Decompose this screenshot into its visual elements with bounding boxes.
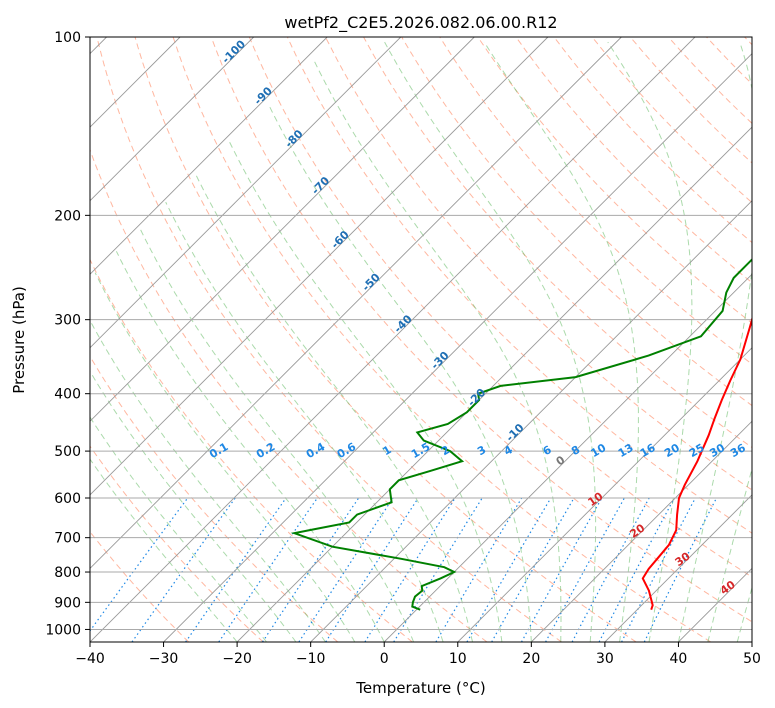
moist-adiabat-line xyxy=(139,227,415,642)
x-tick-label: 20 xyxy=(522,651,540,667)
profile-lines xyxy=(290,258,752,611)
mixing-ratio-line xyxy=(218,497,318,642)
moist-adiabat-line xyxy=(607,41,693,642)
isotherm-line xyxy=(90,37,328,275)
x-tick-label: −20 xyxy=(222,651,252,667)
mixing-ratio-line xyxy=(491,497,575,642)
moist-adiabat-line xyxy=(165,201,444,642)
isotherm-line xyxy=(90,37,402,349)
pressure-gridlines xyxy=(90,37,752,630)
mixing-ratio-line xyxy=(131,497,236,642)
dewpoint-profile-line xyxy=(290,258,752,611)
dry-adiabat-line xyxy=(210,37,752,623)
isotherm-line xyxy=(90,37,696,642)
isotherm-line xyxy=(90,37,255,202)
y-tick-label: 400 xyxy=(54,387,81,403)
isotherm-line xyxy=(236,126,752,642)
y-tick-label: 200 xyxy=(54,208,81,224)
isotherm-line xyxy=(457,347,752,642)
mixing-ratio-line xyxy=(364,497,456,642)
dry-adiabat-line xyxy=(629,37,752,164)
y-tick-label: 1000 xyxy=(45,622,81,638)
plot-frame xyxy=(89,36,753,643)
y-tick-label: 800 xyxy=(54,565,81,581)
x-axis-ticks: −40 −30 −20 −10 0 10 20 30 40 50 xyxy=(75,642,761,667)
y-tick-label: 900 xyxy=(54,595,81,611)
isotherms xyxy=(90,37,752,642)
mixing-ratio-line xyxy=(90,497,189,632)
y-tick-label: 600 xyxy=(54,491,81,507)
y-tick-label: 700 xyxy=(54,531,81,547)
x-tick-label: −10 xyxy=(296,651,326,667)
moist-adiabat-line xyxy=(194,173,473,642)
isotherm-line xyxy=(90,37,622,570)
moist-adiabat-line xyxy=(94,272,356,642)
x-tick-label: −40 xyxy=(75,651,105,667)
y-axis-title: Pressure (hPa) xyxy=(10,286,28,394)
mixing-ratio-line xyxy=(466,497,552,642)
y-tick-label: 500 xyxy=(54,444,81,460)
dry-adiabat-line xyxy=(325,37,752,491)
y-tick-label: 300 xyxy=(54,313,81,329)
chart-title: wetPf2_C2E5.2026.082.06.00.R12 xyxy=(284,13,557,33)
dry-adiabat-line xyxy=(363,37,752,449)
mixing-ratio-line xyxy=(261,497,360,642)
x-tick-label: 0 xyxy=(380,651,389,667)
dry-adiabat-line xyxy=(134,37,637,642)
isotherm-line xyxy=(310,200,752,642)
moist-adiabat-line xyxy=(314,61,562,642)
temperature-profile-line xyxy=(641,316,752,611)
moist-adiabat-line xyxy=(90,416,267,642)
x-tick-label: 10 xyxy=(449,651,467,667)
isotherm-line xyxy=(90,37,549,496)
dry-adiabat-line xyxy=(90,258,413,642)
dry-adiabat-line xyxy=(90,445,264,642)
mixing-ratio-line xyxy=(393,497,483,642)
dry-adiabat-line xyxy=(401,37,752,407)
mixing-ratio-line xyxy=(325,497,419,642)
moist-adiabat-line xyxy=(115,251,385,642)
y-axis-ticks: 1000 900 800 700 600 500 400 300 200 100 xyxy=(45,30,90,638)
mixing-ratio-line xyxy=(435,497,523,642)
dry-adiabat-line xyxy=(248,37,752,578)
x-tick-label: 50 xyxy=(743,651,761,667)
mixing-ratio-line xyxy=(643,497,718,642)
dry-adiabat-line xyxy=(96,37,562,642)
isotherm-line xyxy=(383,273,752,642)
x-tick-label: 40 xyxy=(670,651,688,667)
isotherm-line xyxy=(604,494,752,642)
isotherm-line xyxy=(530,420,752,642)
isotherm-line xyxy=(90,37,475,422)
moist-adiabat-line xyxy=(90,458,238,642)
mixing-ratio-line xyxy=(298,497,394,642)
x-tick-label: 30 xyxy=(596,651,614,667)
moist-adiabat-line xyxy=(736,585,752,642)
isotherm-line xyxy=(163,52,752,642)
y-tick-label: 100 xyxy=(54,30,81,46)
moist-adiabat-line xyxy=(483,41,639,642)
moist-adiabat-line xyxy=(677,41,752,642)
plot-background xyxy=(90,37,752,642)
moist-adiabat-line xyxy=(268,104,532,642)
moist-adiabat-line xyxy=(384,41,597,642)
x-axis-title: Temperature (°C) xyxy=(355,679,485,697)
mixing-ratio-line xyxy=(185,497,287,642)
dry-adiabat-line xyxy=(477,37,752,324)
dry-adiabat-line xyxy=(591,37,752,204)
moist-adiabat-line xyxy=(707,466,752,642)
x-tick-label: −30 xyxy=(149,651,179,667)
mixing-ratio-lines xyxy=(90,497,718,642)
